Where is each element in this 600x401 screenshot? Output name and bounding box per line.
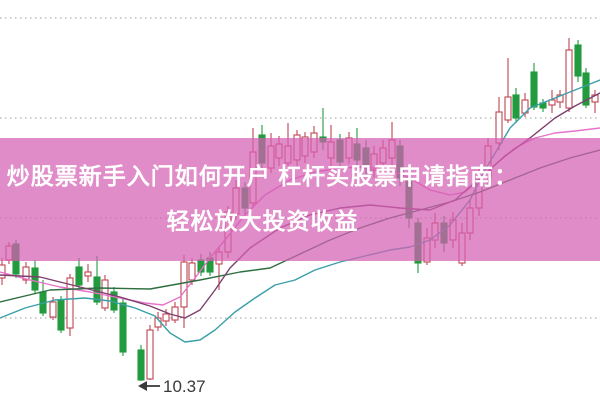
candle: [0, 264, 6, 279]
headline-banner: 炒股票新手入门如何开户 杠杆买股票申请指南： 轻松放大投资收益: [0, 138, 600, 261]
candle: [556, 94, 564, 103]
candle: [548, 99, 556, 106]
candle: [574, 44, 582, 77]
candle: [162, 313, 170, 322]
candle: [57, 299, 65, 331]
candle: [171, 306, 179, 321]
candle: [188, 262, 196, 281]
candle: [93, 276, 101, 303]
candle: [84, 271, 92, 277]
candle: [137, 349, 145, 381]
candle: [119, 302, 127, 353]
candle: [31, 267, 39, 291]
candle: [582, 72, 590, 106]
headline-line-2: 轻松放大投资收益: [166, 208, 359, 234]
candle: [66, 277, 74, 329]
candle: [504, 96, 512, 121]
candle: [22, 266, 30, 281]
candle: [512, 94, 520, 119]
candle: [180, 261, 188, 308]
candle: [146, 329, 154, 380]
low-arrow-icon: [138, 381, 147, 391]
candle: [530, 71, 538, 108]
headline-text: 炒股票新手入门如何开户 杠杆买股票申请指南： 轻松放大投资收益: [0, 138, 525, 244]
candle: [49, 301, 57, 318]
ma-line-teal: [0, 79, 600, 343]
candle: [75, 266, 83, 286]
candle: [565, 49, 573, 109]
low-price-label: 10.37: [163, 377, 206, 396]
headline-line-1: 炒股票新手入门如何开户 杠杆买股票申请指南：: [6, 163, 519, 189]
